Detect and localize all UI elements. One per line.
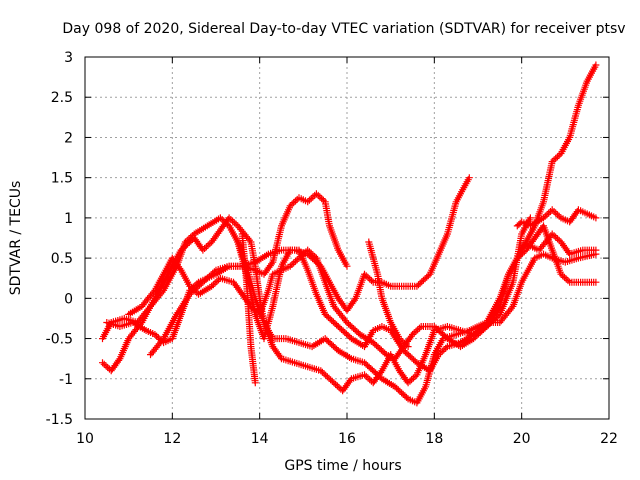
series-markers (365, 238, 412, 351)
series-arc-6 (234, 61, 600, 375)
series-arc-5 (147, 190, 351, 359)
y-tick-label: 0 (64, 291, 73, 307)
series-arc-9 (238, 230, 259, 387)
x-tick-label: 10 (76, 431, 94, 447)
series-markers (513, 206, 600, 230)
x-tick-label: 20 (513, 431, 531, 447)
y-tick-label: -1.5 (46, 412, 73, 428)
series-arc-8 (513, 206, 600, 230)
y-tick-label: 0.5 (51, 251, 73, 267)
series-line (101, 217, 532, 392)
series-arc-2 (99, 214, 600, 407)
y-tick-label: -1 (59, 372, 73, 388)
y-tick-label: 3 (64, 50, 73, 66)
y-tick-label: 2.5 (51, 90, 73, 106)
x-tick-label: 22 (600, 431, 618, 447)
y-tick-label: 1 (64, 211, 73, 227)
x-tick-label: 16 (338, 431, 356, 447)
x-tick-label: 18 (425, 431, 443, 447)
series-arc-7 (365, 238, 412, 351)
x-tick-label: 14 (251, 431, 269, 447)
x-tick-label: 12 (163, 431, 181, 447)
series-markers (238, 230, 259, 387)
series-markers (147, 190, 351, 359)
series-arc-1 (99, 214, 534, 395)
y-tick-label: 1.5 (51, 171, 73, 187)
series-layer (99, 61, 600, 407)
y-tick-label: -0.5 (46, 332, 73, 348)
y-tick-label: 2 (64, 130, 73, 146)
series-arc-10 (526, 230, 600, 258)
series-markers (99, 214, 534, 395)
chart-title: Day 098 of 2020, Sidereal Day-to-day VTE… (62, 21, 625, 37)
series-markers (526, 230, 600, 258)
series-markers (99, 214, 600, 407)
x-axis-label: GPS time / hours (284, 458, 401, 474)
axis-ticks: 10 12 14 16 18 20 22 -1.5 -1 -0.5 0 0.5 1 1.5 2 2.5 3 (46, 50, 618, 447)
y-axis-label: SDTVAR / TECUs (8, 181, 24, 296)
